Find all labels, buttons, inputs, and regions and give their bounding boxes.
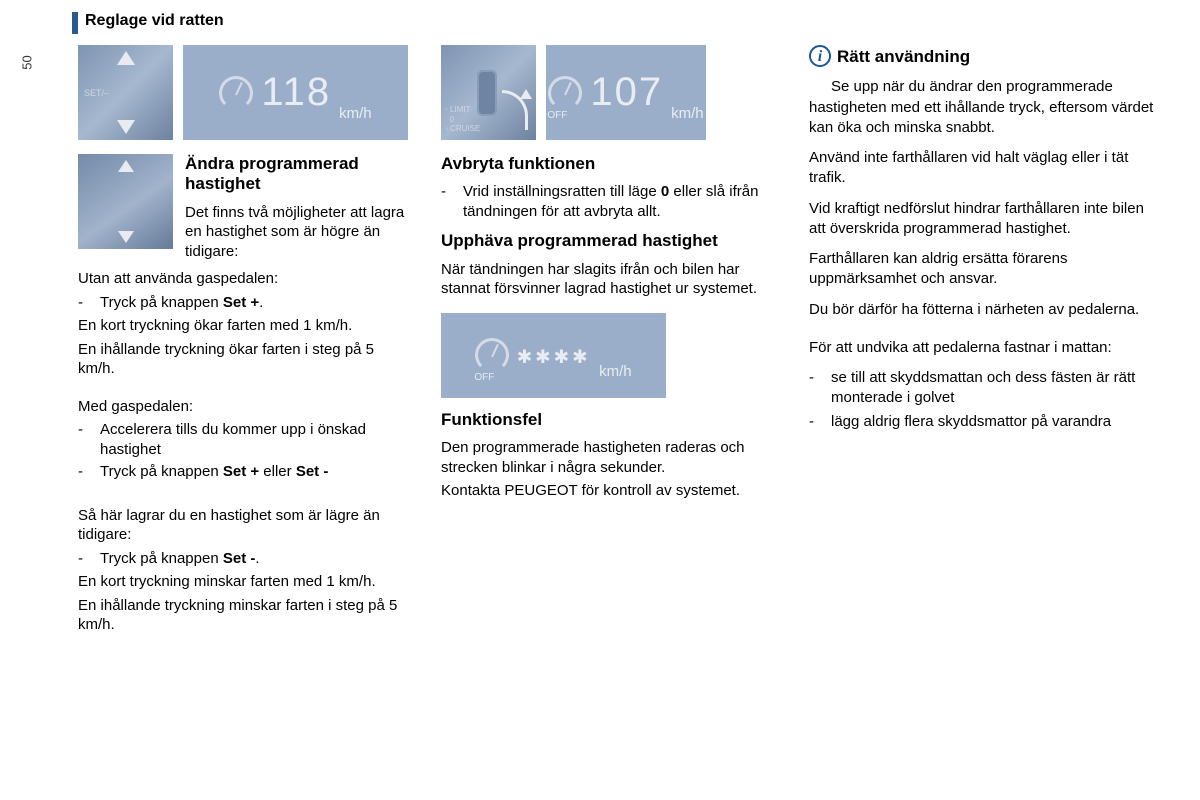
li-body: se till att skyddsmattan och dess fästen… <box>831 368 1164 409</box>
cancel-heading: Avbryta funktionen <box>441 154 781 174</box>
li-body: Tryck på knappen Set +. <box>100 293 413 313</box>
right-p6: För att undvika att pedalerna fastnar i … <box>809 338 1164 358</box>
set-label-text: SET/– <box>84 88 109 98</box>
bold-text: Set + <box>223 463 259 480</box>
li-body: Accelerera tills du kommer upp i önskad … <box>100 420 413 459</box>
dash-bullet: - <box>441 182 463 221</box>
column-middle: ◦ LIMIT 0◦ CRUISE 107 km/h Avbryta funkt… <box>441 45 781 639</box>
long-press-inc: En ihållande tryckning ökar farten i ste… <box>78 340 413 379</box>
set-control-small-illustration <box>78 154 173 249</box>
arrow-down-icon <box>117 120 135 134</box>
li-body: Vrid inställningsratten till läge 0 elle… <box>463 182 781 221</box>
speed-display-118: 118 km/h <box>183 45 408 140</box>
content-columns: SET/– 118 km/h Ändra programmerad hastig… <box>78 45 1178 639</box>
list-item: - Tryck på knappen Set +. <box>78 293 413 313</box>
gauge-off-icon <box>475 338 509 372</box>
list-item: - se till att skyddsmattan och dess fäst… <box>809 368 1164 409</box>
without-pedal-label: Utan att använda gaspedalen: <box>78 269 413 289</box>
fault-p2: Kontakta PEUGEOT för kontroll av systeme… <box>441 481 781 501</box>
arrow-down-icon <box>118 231 134 243</box>
short-press-inc: En kort tryckning ökar farten med 1 km/h… <box>78 316 413 336</box>
mode-dial-illustration: ◦ LIMIT 0◦ CRUISE <box>441 45 536 140</box>
list-item: - Tryck på knappen Set -. <box>78 549 413 569</box>
speed-value: 118 <box>261 70 331 115</box>
right-heading-row: i Rätt användning <box>809 45 1164 75</box>
text: eller <box>259 463 296 480</box>
curve-arrow-icon <box>502 90 528 130</box>
correct-use-heading: Rätt användning <box>837 47 1164 67</box>
lower-speed-intro: Så här lagrar du en hastighet som är läg… <box>78 506 413 545</box>
speed-unit: km/h <box>599 363 632 380</box>
right-p3: Vid kraftigt nedförslut hindrar farthåll… <box>809 199 1164 240</box>
cancel-list: - Vrid inställningsratten till läge 0 el… <box>441 182 781 221</box>
text: Tryck på knappen <box>100 463 223 480</box>
dash-bullet: - <box>78 462 100 482</box>
bold-text: Set + <box>223 294 259 311</box>
gauge-icon <box>219 76 253 110</box>
dash-bullet: - <box>809 368 831 409</box>
column-left: SET/– 118 km/h Ändra programmerad hastig… <box>78 45 413 639</box>
dash-bullet: - <box>809 412 831 432</box>
left-image-row: SET/– 118 km/h <box>78 45 413 140</box>
limit-cruise-label: ◦ LIMIT 0◦ CRUISE <box>445 105 480 134</box>
right-paragraphs: Se upp när du ändrar den programmerade h… <box>809 77 1164 358</box>
right-p1: Se upp när du ändrar den programmerade h… <box>809 77 1164 138</box>
dash-bullet: - <box>78 293 100 313</box>
with-pedal-list: - Accelerera tills du kommer upp i önska… <box>78 420 413 482</box>
li-body: lägg aldrig flera skyddsmattor på varand… <box>831 412 1164 432</box>
dash-bullet: - <box>78 549 100 569</box>
text: . <box>255 550 259 567</box>
right-p2: Använd inte farthållaren vid halt väglag… <box>809 148 1164 189</box>
set-plus-minus-illustration: SET/– <box>78 45 173 140</box>
list-item: - Vrid inställningsratten till läge 0 el… <box>441 182 781 221</box>
bold-text: Set - <box>223 550 256 567</box>
mid-image-row: ◦ LIMIT 0◦ CRUISE 107 km/h <box>441 45 781 140</box>
text: Tryck på knappen <box>100 550 223 567</box>
text: Vrid inställningsratten till läge <box>463 183 661 200</box>
li-body: Tryck på knappen Set -. <box>100 549 413 569</box>
without-pedal-list: - Tryck på knappen Set +. <box>78 293 413 313</box>
list-item: - Tryck på knappen Set + eller Set - <box>78 462 413 482</box>
speed-display-107: 107 km/h <box>546 45 706 140</box>
right-p5: Du bör därför ha fötterna i närheten av … <box>809 300 1164 320</box>
list-item: - lägg aldrig flera skyddsmattor på vara… <box>809 412 1164 432</box>
mat-warning-list: - se till att skyddsmattan och dess fäst… <box>809 368 1164 432</box>
speed-unit: km/h <box>339 105 372 122</box>
page-title: Reglage vid ratten <box>85 12 224 30</box>
fault-heading: Funktionsfel <box>441 410 781 430</box>
bold-text: 0 <box>661 183 669 200</box>
li-body: Tryck på knappen Set + eller Set - <box>100 462 413 482</box>
list-item: - Accelerera tills du kommer upp i önska… <box>78 420 413 459</box>
arrow-up-icon <box>118 160 134 172</box>
clear-paragraph: När tändningen har slagits ifrån och bil… <box>441 260 781 299</box>
long-press-dec: En ihållande tryckning minskar farten i … <box>78 596 413 635</box>
bold-text: Set - <box>296 463 329 480</box>
with-pedal-label: Med gaspedalen: <box>78 397 413 417</box>
clear-heading: Upphäva programmerad hastighet <box>441 231 781 251</box>
right-p4: Farthållaren kan aldrig ersätta förarens… <box>809 249 1164 290</box>
dash-bullet: - <box>78 420 100 459</box>
gauge-off-icon <box>548 76 582 110</box>
speed-unit: km/h <box>671 105 704 122</box>
header-accent-bar <box>72 12 78 34</box>
dashes-icon: ✱✱✱✱ <box>517 341 591 369</box>
short-press-dec: En kort tryckning minskar farten med 1 k… <box>78 572 413 592</box>
change-speed-block: Ändra programmerad hastighet Det finns t… <box>78 154 413 635</box>
page-number: 50 <box>20 55 35 69</box>
text: . <box>259 294 263 311</box>
fault-display: ✱✱✱✱ km/h <box>441 313 666 398</box>
info-icon: i <box>809 45 831 67</box>
fault-p1: Den programmerade hastigheten raderas oc… <box>441 438 781 477</box>
speed-value: 107 <box>590 70 663 115</box>
text: Tryck på knappen <box>100 294 223 311</box>
column-right: i Rätt användning Se upp när du ändrar d… <box>809 45 1164 639</box>
arrow-up-icon <box>117 51 135 65</box>
lower-speed-list: - Tryck på knappen Set -. <box>78 549 413 569</box>
